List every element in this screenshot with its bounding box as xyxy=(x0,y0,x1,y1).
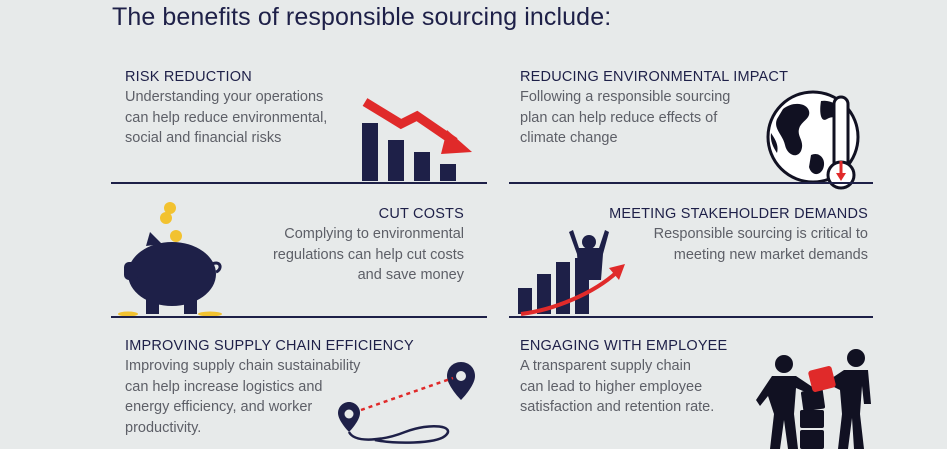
divider-line xyxy=(111,182,487,184)
globe-thermometer-icon xyxy=(766,90,860,190)
stakeholder-demands-heading: MEETING STAKEHOLDER DEMANDS xyxy=(609,206,868,222)
stakeholder-demands-section: MEETING STAKEHOLDER DEMANDS Responsible … xyxy=(609,204,868,265)
cut-costs-description: Complying to environmental regulations c… xyxy=(272,226,464,283)
divider-line xyxy=(509,316,873,318)
growth-chart-person-icon xyxy=(518,230,625,316)
environmental-impact-heading: REDUCING ENVIRONMENTAL IMPACT xyxy=(520,69,789,85)
risk-reduction-section: RISK REDUCTION Understanding your operat… xyxy=(125,67,327,149)
divider-line xyxy=(111,316,487,318)
cut-costs-heading: CUT COSTS xyxy=(378,206,464,222)
declining-bar-chart-icon xyxy=(362,98,472,181)
supply-chain-heading: IMPROVING SUPPLY CHAIN EFFICIENCY xyxy=(125,338,414,354)
divider-line xyxy=(509,182,873,184)
employee-engagement-section: ENGAGING WITH EMPLOYEE A transparent sup… xyxy=(520,336,727,418)
cut-costs-section: CUT COSTS Complying to environmental reg… xyxy=(273,204,464,286)
employee-engagement-description: A transparent supply chain can lead to h… xyxy=(520,358,715,415)
supply-chain-section: IMPROVING SUPPLY CHAIN EFFICIENCY Improv… xyxy=(125,336,414,438)
page-title: The benefits of responsible sourcing inc… xyxy=(112,3,612,31)
environmental-impact-section: REDUCING ENVIRONMENTAL IMPACT Following … xyxy=(520,67,788,149)
piggy-bank-icon xyxy=(118,202,222,317)
risk-reduction-description: Understanding your operations can help r… xyxy=(125,89,328,146)
risk-reduction-heading: RISK REDUCTION xyxy=(125,69,252,85)
stakeholder-demands-description: Responsible sourcing is critical to meet… xyxy=(653,226,868,263)
teamwork-blocks-icon xyxy=(756,349,871,449)
employee-engagement-heading: ENGAGING WITH EMPLOYEE xyxy=(520,338,728,354)
route-map-pins-icon xyxy=(338,362,475,444)
environmental-impact-description: Following a responsible sourcing plan ca… xyxy=(520,89,731,146)
supply-chain-description: Improving supply chain sustainability ca… xyxy=(125,358,361,436)
